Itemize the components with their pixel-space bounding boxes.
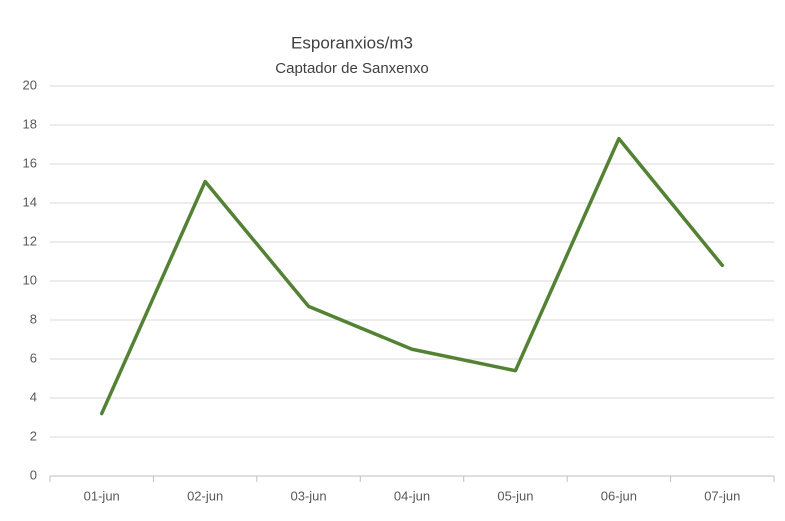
y-tick-label: 12	[23, 233, 37, 248]
y-tick-label: 18	[23, 116, 37, 131]
data-line	[99, 136, 725, 416]
y-tick-label: 0	[30, 467, 37, 482]
y-tick-label: 6	[30, 350, 37, 365]
y-tick-label: 14	[23, 194, 37, 209]
chart-subtitle: Captador de Sanxenxo	[275, 60, 428, 77]
x-tick-label: 04-jun	[394, 488, 430, 503]
y-tick-label: 4	[30, 389, 37, 404]
x-tick-label: 06-jun	[601, 488, 637, 503]
y-tick-label: 20	[23, 77, 37, 92]
chart-title: Esporanxios/m3	[291, 33, 413, 52]
x-tick-label: 07-jun	[704, 488, 740, 503]
y-tick-label: 10	[23, 272, 37, 287]
y-tick-label: 8	[30, 311, 37, 326]
y-tick-label: 16	[23, 155, 37, 170]
x-tick-label: 05-jun	[497, 488, 533, 503]
x-tick-label: 03-jun	[291, 488, 327, 503]
x-tick-label: 02-jun	[187, 488, 223, 503]
x-tick-label: 01-jun	[84, 488, 120, 503]
y-tick-label: 2	[30, 428, 37, 443]
